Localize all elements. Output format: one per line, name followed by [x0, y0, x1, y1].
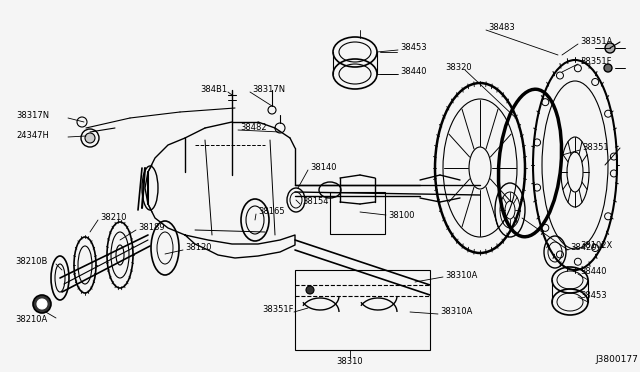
Text: 38310: 38310 [337, 357, 364, 366]
Circle shape [85, 133, 95, 143]
Text: 38351A: 38351A [580, 38, 612, 46]
Text: 38165: 38165 [258, 208, 285, 217]
Text: 38482: 38482 [240, 124, 267, 132]
Text: 38420: 38420 [570, 244, 596, 253]
Text: 38440: 38440 [400, 67, 426, 77]
Text: 38317N: 38317N [252, 86, 285, 94]
Text: 38140: 38140 [310, 164, 337, 173]
Text: 384B1: 384B1 [200, 86, 227, 94]
Circle shape [306, 286, 314, 294]
Text: 38440: 38440 [580, 267, 607, 276]
Text: 38351: 38351 [582, 144, 609, 153]
Text: 38351F: 38351F [580, 58, 611, 67]
Text: 38210: 38210 [100, 214, 127, 222]
Text: 38154: 38154 [302, 198, 328, 206]
Text: 38320: 38320 [445, 64, 472, 73]
Circle shape [37, 299, 47, 309]
Text: J3800177: J3800177 [595, 356, 638, 365]
Text: 38310A: 38310A [445, 270, 477, 279]
Circle shape [604, 64, 612, 72]
Text: 38483: 38483 [488, 23, 515, 32]
Circle shape [33, 295, 51, 313]
Bar [330, 192, 385, 234]
Bar [295, 270, 430, 350]
Text: 38189: 38189 [138, 224, 164, 232]
Text: 38210B: 38210B [15, 257, 47, 266]
Text: 38100: 38100 [388, 211, 415, 219]
Text: 38317N: 38317N [16, 110, 49, 119]
Text: 38210A: 38210A [15, 315, 47, 324]
Text: 24347H: 24347H [16, 131, 49, 140]
Text: 38453: 38453 [580, 291, 607, 299]
Text: 38310A: 38310A [440, 308, 472, 317]
Text: 38453: 38453 [400, 44, 427, 52]
Text: 38351F: 38351F [262, 305, 294, 314]
Text: 38102X: 38102X [580, 241, 612, 250]
Circle shape [605, 43, 615, 53]
Text: 38120: 38120 [185, 244, 211, 253]
